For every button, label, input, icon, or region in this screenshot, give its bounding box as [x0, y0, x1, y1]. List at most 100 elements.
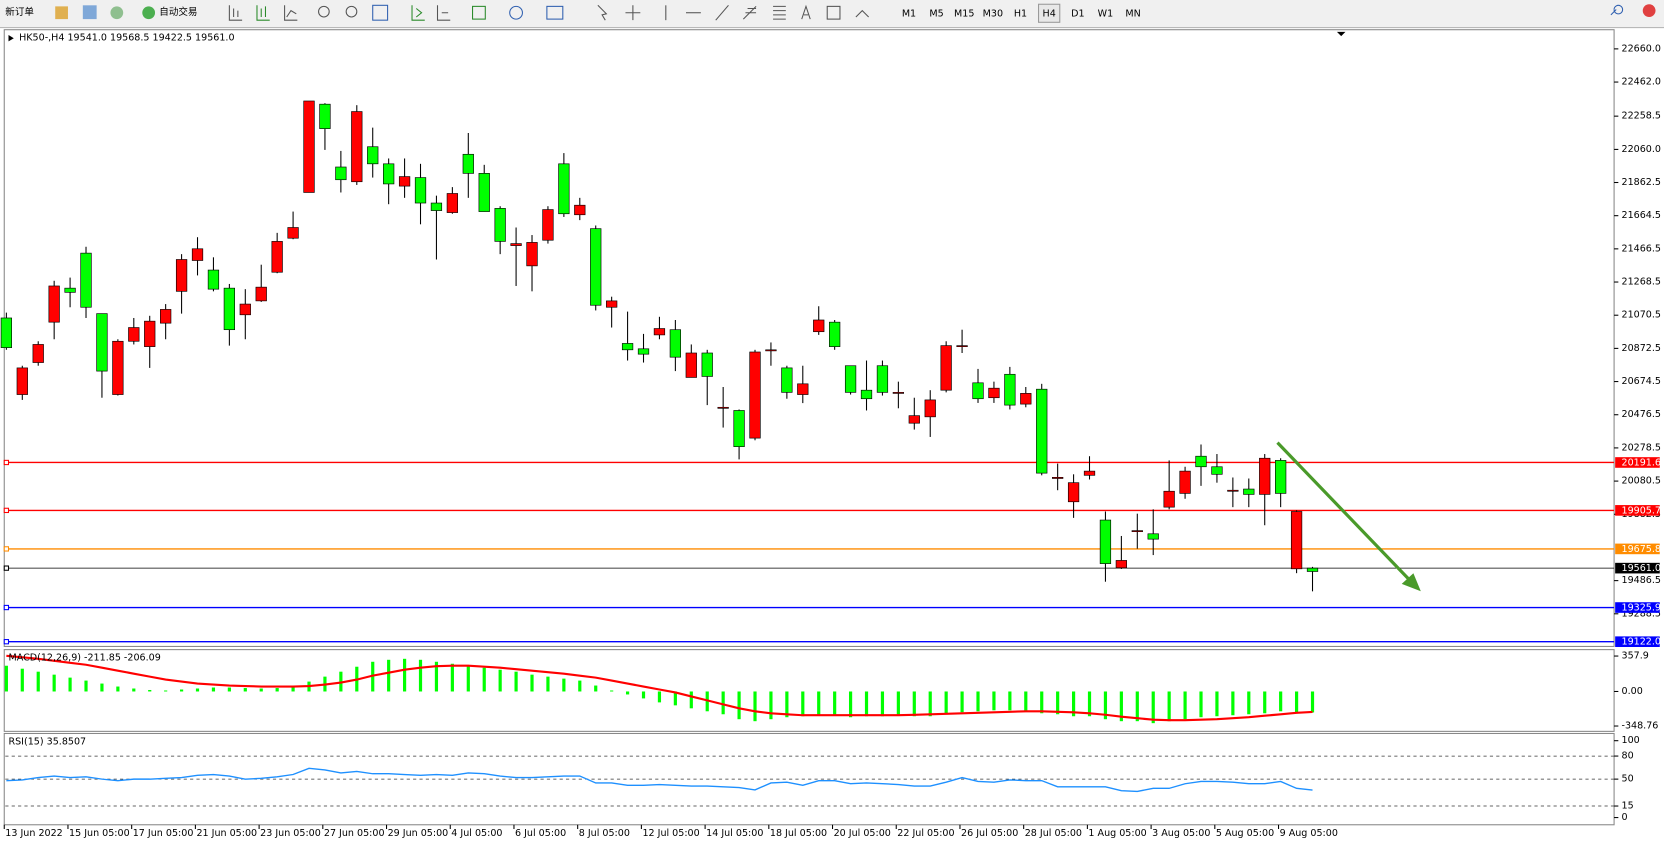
timeframe-button[interactable]: M15 — [954, 8, 974, 19]
candle-body — [956, 345, 968, 348]
candle-body — [191, 248, 204, 261]
x-tick-label: 3 Aug 05:00 — [1152, 828, 1210, 839]
timeframe-button[interactable]: M5 — [929, 8, 943, 19]
macd-bar — [912, 691, 916, 717]
x-tick-label: 12 Jul 05:00 — [642, 828, 699, 839]
icon[interactable] — [110, 6, 124, 20]
icon[interactable] — [715, 4, 729, 21]
timeframe-button[interactable]: H1 — [1014, 8, 1027, 19]
auto-trading-icon[interactable] — [142, 6, 156, 20]
icon[interactable] — [742, 5, 757, 20]
candle-body — [80, 252, 92, 308]
search-icon[interactable] — [1610, 4, 1624, 16]
trend-arrow — [1276, 441, 1421, 592]
icon[interactable] — [855, 9, 870, 18]
candle-body — [144, 320, 156, 347]
macd-bar — [195, 688, 200, 692]
notification-badge[interactable] — [1642, 4, 1656, 17]
macd-bar — [928, 691, 932, 717]
candle-body — [16, 367, 28, 395]
candle-body — [128, 327, 140, 342]
candle-body — [733, 410, 745, 447]
timeframe-button[interactable]: MN — [1125, 8, 1140, 19]
icon[interactable] — [801, 4, 811, 20]
x-tick-label: 8 Jul 05:00 — [579, 828, 630, 839]
timeframe-button[interactable]: D1 — [1071, 8, 1084, 19]
macd-bar — [148, 689, 152, 692]
y-tick-label: 20674.5 — [1622, 376, 1661, 387]
candle-body — [303, 100, 315, 193]
macd-bar — [4, 665, 8, 692]
icon[interactable] — [509, 5, 523, 20]
level-price-label: 19122.0 — [1622, 637, 1661, 648]
icon[interactable] — [411, 5, 425, 21]
y-tick-label: -348.76 — [1622, 721, 1659, 732]
macd-bar — [1008, 691, 1012, 711]
level-handle — [3, 459, 10, 466]
icon[interactable] — [318, 5, 330, 18]
macd-bar — [1183, 691, 1187, 720]
icon[interactable] — [826, 5, 841, 20]
candle-body — [908, 415, 920, 424]
candle-body — [1067, 482, 1080, 503]
x-tick-label: 17 Jun 05:00 — [133, 828, 194, 839]
candle-body — [860, 389, 873, 400]
icon[interactable] — [625, 5, 641, 21]
icon[interactable] — [256, 5, 270, 21]
level-handle — [3, 639, 10, 645]
y-tick-label: 21862.5 — [1622, 177, 1661, 188]
icon[interactable] — [436, 5, 451, 21]
icon[interactable] — [55, 6, 68, 20]
macd-bar — [625, 691, 630, 695]
icon[interactable] — [345, 5, 358, 18]
candle-body — [924, 399, 936, 418]
macd-bar — [211, 687, 216, 692]
candle-body — [653, 328, 666, 336]
auto-trading-button[interactable]: 自动交易 — [159, 6, 197, 18]
icon[interactable] — [82, 5, 97, 20]
chart-layer: 22660.0 22462.0 22258.5 22060.0 21862.5 21664… — [0, 33, 1661, 839]
candle-body — [844, 365, 857, 393]
candle-body — [64, 287, 76, 293]
icon[interactable] — [228, 5, 243, 21]
icon[interactable] — [472, 5, 486, 20]
candle-body — [1211, 466, 1223, 475]
x-tick-label: 14 Jul 05:00 — [706, 828, 763, 839]
macd-bar — [657, 691, 662, 703]
level-price-tag — [1615, 543, 1660, 555]
candle-body — [1004, 373, 1016, 406]
candle-body — [526, 242, 538, 267]
timeframe-button[interactable]: H4 — [1043, 8, 1056, 19]
candle-body — [255, 286, 267, 302]
macd-bar — [976, 691, 980, 712]
timeframe-button[interactable]: M30 — [983, 8, 1003, 19]
candle-body — [558, 163, 570, 215]
icon[interactable] — [546, 5, 564, 20]
timeframe-button[interactable]: M1 — [902, 8, 916, 19]
candle-body — [813, 319, 825, 333]
level-price-label: 19905.7 — [1622, 505, 1661, 516]
level-price-tag — [1615, 602, 1660, 613]
level-price-tag — [1615, 562, 1660, 574]
candle-body — [32, 344, 44, 363]
timeframe-button[interactable]: W1 — [1098, 8, 1114, 19]
candle-body — [207, 269, 220, 290]
icon[interactable] — [773, 5, 786, 20]
macd-bar — [833, 691, 837, 716]
macd-bar — [880, 691, 885, 717]
new-order-button[interactable]: 新订单 — [5, 6, 34, 18]
candle-body — [574, 204, 586, 216]
candle-body — [1131, 530, 1143, 532]
level-handle — [3, 546, 10, 552]
macd-bar — [530, 674, 534, 692]
macd-bar — [1056, 691, 1060, 715]
icon[interactable] — [372, 4, 389, 21]
candle-body — [1115, 560, 1127, 569]
x-tick-label: 6 Jul 05:00 — [515, 828, 566, 839]
y-tick-label: 21268.5 — [1622, 277, 1661, 288]
candle-body — [717, 406, 729, 409]
macd-bar — [1247, 691, 1251, 715]
icon[interactable] — [597, 4, 608, 21]
icon[interactable] — [284, 5, 298, 21]
